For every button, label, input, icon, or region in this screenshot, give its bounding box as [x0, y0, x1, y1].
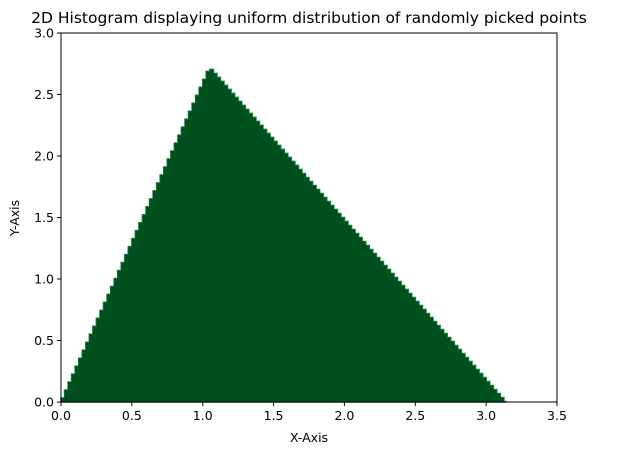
y-tick-label: 2.0 [34, 149, 54, 164]
x-tick-label: 2.0 [334, 408, 354, 423]
y-tick-label: 1.0 [34, 272, 54, 287]
x-tick-label: 0.5 [122, 408, 142, 423]
y-tick-label: 0.0 [34, 395, 54, 410]
x-tick-label: 3.0 [476, 408, 496, 423]
x-axis-label: X-Axis [290, 430, 328, 445]
y-tick-label: 3.0 [34, 26, 54, 41]
x-tick-label: 2.5 [405, 408, 425, 423]
plot-area [60, 68, 507, 403]
chart-title: 2D Histogram displaying uniform distribu… [31, 9, 587, 27]
x-tick-label: 1.5 [264, 408, 284, 423]
y-tick-label: 2.5 [34, 87, 54, 102]
y-tick-label: 1.5 [34, 210, 54, 225]
x-tick-label: 3.5 [547, 408, 567, 423]
x-axis: 0.0 0.5 1.0 1.5 2.0 2.5 3.0 3.5 [51, 402, 567, 423]
x-tick-label: 1.0 [193, 408, 213, 423]
histogram-region [61, 69, 506, 403]
y-axis: 0.0 0.5 1.0 1.5 2.0 2.5 3.0 [34, 26, 61, 410]
x-tick-label: 0.0 [51, 408, 71, 423]
y-tick-label: 0.5 [34, 333, 54, 348]
y-axis-label: Y-Axis [7, 200, 22, 237]
